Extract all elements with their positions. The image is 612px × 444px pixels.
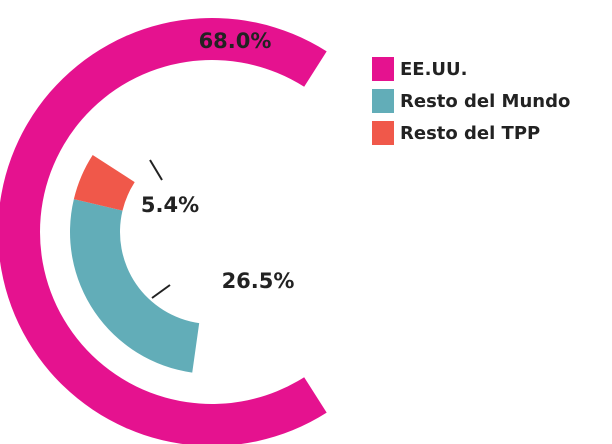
legend-label: Resto del TPP (400, 123, 540, 144)
donut-segment (69, 199, 200, 373)
value-label: 68.0% (199, 29, 272, 53)
donut-segment (0, 18, 327, 444)
legend-swatch (372, 89, 394, 113)
donut-segment (73, 154, 135, 211)
legend-swatch (372, 57, 394, 81)
value-label: 5.4% (141, 193, 199, 217)
leader-line (149, 159, 163, 181)
legend-label: Resto del Mundo (400, 91, 570, 112)
leader-line (151, 284, 171, 299)
legend-swatch (372, 121, 394, 145)
value-label: 26.5% (222, 269, 295, 293)
legend-label: EE.UU. (400, 59, 468, 80)
